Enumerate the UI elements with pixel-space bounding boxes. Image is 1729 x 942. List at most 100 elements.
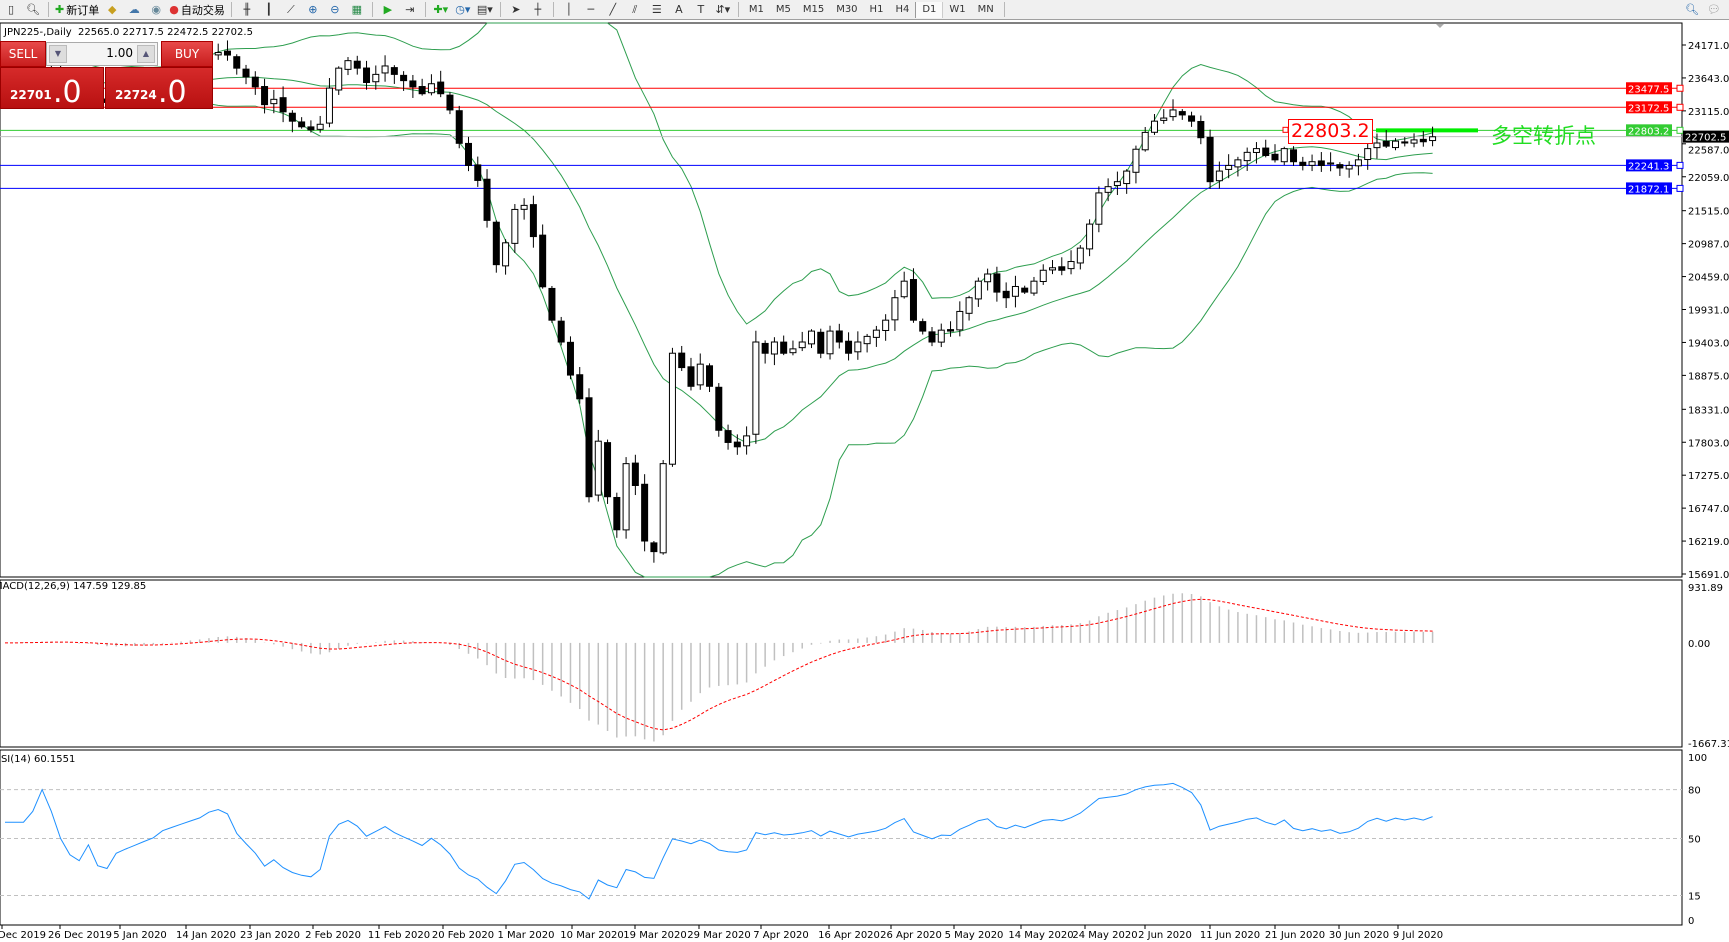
radio-icon[interactable]: ◉ [151, 3, 162, 16]
candle-body [363, 67, 371, 83]
chat-icon[interactable]: 💬︎ [1707, 3, 1721, 16]
timeframe-mn[interactable]: MN [977, 3, 994, 15]
price-tick-label: 17803.0 [1688, 438, 1729, 449]
volume-up-icon[interactable]: ▲ [137, 45, 155, 63]
cursor-icon[interactable]: ➤ [511, 3, 521, 16]
rsi-tick-label: 15 [1688, 892, 1701, 903]
price-level-handle[interactable] [1676, 184, 1684, 192]
price-level-tag [1626, 124, 1672, 137]
line-chart-icon[interactable]: ⟋ [286, 2, 295, 16]
auto-trading-button[interactable]: ● 自动交易 [169, 1, 225, 18]
fibonacci-icon[interactable]: ☰ [651, 3, 662, 16]
indicators-icon[interactable]: ✚▾ [433, 3, 449, 16]
vertical-line-icon[interactable]: │ [565, 3, 573, 16]
chart-shift-icon[interactable]: ⇥ [405, 3, 415, 16]
horizontal-line-icon[interactable]: ─ [587, 3, 595, 16]
price-level-tag-label: 23477.5 [1628, 84, 1669, 95]
price-tick-label: 18875.0 [1688, 371, 1729, 382]
candle-body [492, 221, 500, 266]
candle-body [993, 273, 1001, 293]
candle-body [1206, 136, 1214, 183]
candle-body [465, 142, 472, 166]
timeframe-w1[interactable]: W1 [949, 3, 966, 15]
zoom-in-icon[interactable]: ⊕ [308, 3, 318, 16]
buy-price-button[interactable]: 22724 .0 [105, 67, 213, 110]
annotation-text[interactable]: 多空转折点 [1491, 124, 1596, 148]
search-icon[interactable]: 🔍︎ [1685, 3, 1699, 16]
signals-icon[interactable]: ☁ [128, 3, 140, 16]
candlestick-icon[interactable]: ┃ [265, 3, 273, 16]
candle-body [372, 73, 380, 83]
candle-body [974, 280, 982, 300]
periods-icon[interactable]: ◷▾ [455, 3, 471, 16]
channel-icon[interactable]: ⫽ [632, 2, 638, 16]
timeframe-m1[interactable]: M1 [748, 3, 764, 15]
price-level-handle[interactable] [1676, 103, 1684, 111]
candle-body [1039, 269, 1047, 283]
volume-value[interactable]: 1.00 [106, 46, 133, 60]
candle-body [307, 126, 315, 131]
trendline-icon[interactable]: ╱ [609, 3, 617, 16]
main-panel [0, 22, 1683, 578]
templates-icon[interactable]: ▤▾ [476, 3, 493, 16]
text-icon[interactable]: A [675, 3, 683, 16]
new-order-button[interactable]: ✚ 新订单 [55, 1, 99, 18]
bar-chart-icon[interactable]: ╫ [243, 3, 251, 16]
arrows-icon[interactable]: ⇵▾ [715, 3, 731, 16]
candle-body [233, 56, 241, 69]
candle-body [344, 60, 352, 70]
candle-body [1076, 247, 1084, 264]
candle-body [1401, 141, 1409, 144]
candle-body [956, 310, 964, 331]
candle-body [400, 74, 408, 82]
history-icon[interactable]: ▯ [7, 3, 15, 16]
history-search-icon[interactable]: 🔍︎ [26, 3, 40, 16]
candle-body [1002, 290, 1010, 299]
gold-icon[interactable]: ◆ [107, 3, 117, 16]
sell-button[interactable]: SELL [0, 41, 46, 67]
annotation-price-label[interactable]: 22803.2 [1288, 119, 1373, 144]
timeframe-h4[interactable]: H4 [895, 3, 910, 15]
autoscroll-icon[interactable]: ▶ [383, 3, 393, 16]
date-label: 20 Feb 2020 [432, 930, 494, 941]
price-tick-label: 21515.0 [1688, 207, 1729, 218]
date-label: 1 Mar 2020 [497, 930, 554, 941]
tile-icon[interactable]: ▦ [351, 3, 363, 16]
price-level-handle[interactable] [1676, 84, 1684, 92]
candle-body [502, 242, 510, 267]
timeframe-m30[interactable]: M30 [836, 3, 858, 15]
price-level-handle[interactable] [1676, 126, 1684, 134]
candle-body [909, 279, 917, 321]
volume-input[interactable]: ▼ 1.00 ▲ [46, 42, 158, 66]
candle-body [557, 320, 565, 343]
price-level-tag [1626, 182, 1672, 195]
macd-panel [0, 579, 1683, 748]
text-label-icon[interactable]: T [697, 3, 705, 16]
candle-body [223, 50, 231, 56]
price-level-handle[interactable] [1676, 161, 1684, 169]
candle-body [455, 110, 463, 144]
zoom-out-icon[interactable]: ⊖ [330, 3, 340, 16]
timeframe-m5[interactable]: M5 [775, 3, 791, 15]
candle-body [483, 178, 491, 221]
crosshair-icon[interactable]: ┼ [534, 3, 542, 16]
candle-body [353, 60, 361, 69]
candle-body [325, 87, 333, 124]
timeframe-m15[interactable]: M15 [802, 3, 825, 15]
candle-body [585, 397, 593, 498]
buy-button[interactable]: BUY [161, 41, 213, 67]
candle-body [1327, 162, 1335, 165]
candle-body [613, 496, 621, 531]
candle-body [1086, 223, 1094, 250]
volume-down-icon[interactable]: ▼ [49, 45, 67, 63]
candle-body [1354, 159, 1362, 167]
price-level-tag-label: 21872.1 [1628, 184, 1669, 195]
timeframe-d1[interactable]: D1 [915, 1, 944, 18]
timeframe-h1[interactable]: H1 [869, 3, 884, 15]
rsi-label: RSI(14) 60.1551 [0, 754, 76, 765]
candle-body [1215, 170, 1223, 182]
sell-price-button[interactable]: 22701 .0 [0, 67, 104, 110]
chart-shift-marker-icon[interactable] [1436, 24, 1444, 28]
candle-body [650, 542, 658, 553]
